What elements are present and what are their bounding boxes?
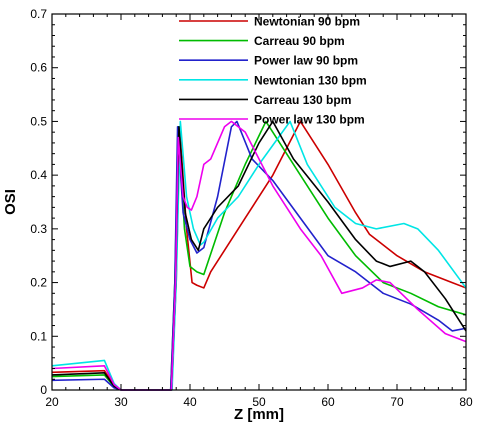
x-tick-label: 40 bbox=[183, 395, 197, 409]
legend-label-6: Power law 130 bpm bbox=[254, 113, 365, 127]
plot-area bbox=[52, 14, 466, 390]
legend-label-5: Carreau 130 bpm bbox=[254, 93, 351, 107]
x-tick-label: 80 bbox=[459, 395, 473, 409]
x-axis-title: Z [mm] bbox=[234, 406, 284, 423]
x-tick-label: 60 bbox=[321, 395, 335, 409]
y-tick-label: 0 bbox=[40, 383, 47, 397]
legend-label-1: Newtonian 90 bpm bbox=[254, 15, 360, 29]
axes-layer: 20 30 40 50 60 70 80 0 0.1 0.2 0.3 0.4 0.5 0.6 0.7 bbox=[30, 7, 473, 409]
y-tick-label: 0.4 bbox=[30, 168, 47, 182]
legend-label-2: Carreau 90 bpm bbox=[254, 34, 345, 48]
y-tick-label: 0.6 bbox=[30, 61, 47, 75]
x-tick-label: 30 bbox=[114, 395, 128, 409]
y-tick-label: 0.1 bbox=[30, 329, 47, 343]
x-tick-label: 50 bbox=[252, 395, 266, 409]
y-tick-label: 0.7 bbox=[30, 7, 47, 21]
plot-background bbox=[52, 14, 466, 390]
legend-label-3: Power law 90 bpm bbox=[254, 54, 358, 68]
y-tick-label: 0.5 bbox=[30, 114, 47, 128]
x-tick-label: 70 bbox=[390, 395, 404, 409]
y-tick-label: 0.3 bbox=[30, 222, 47, 236]
y-tick-label: 0.2 bbox=[30, 276, 47, 290]
x-tick-label: 20 bbox=[45, 395, 59, 409]
series-line-6 bbox=[51, 120, 467, 391]
y-axis-title: OSI bbox=[2, 189, 19, 215]
legend-label-4: Newtonian 130 bpm bbox=[254, 73, 367, 87]
legend: Newtonian 90 bpm Carreau 90 bpm Power law … bbox=[179, 15, 367, 127]
